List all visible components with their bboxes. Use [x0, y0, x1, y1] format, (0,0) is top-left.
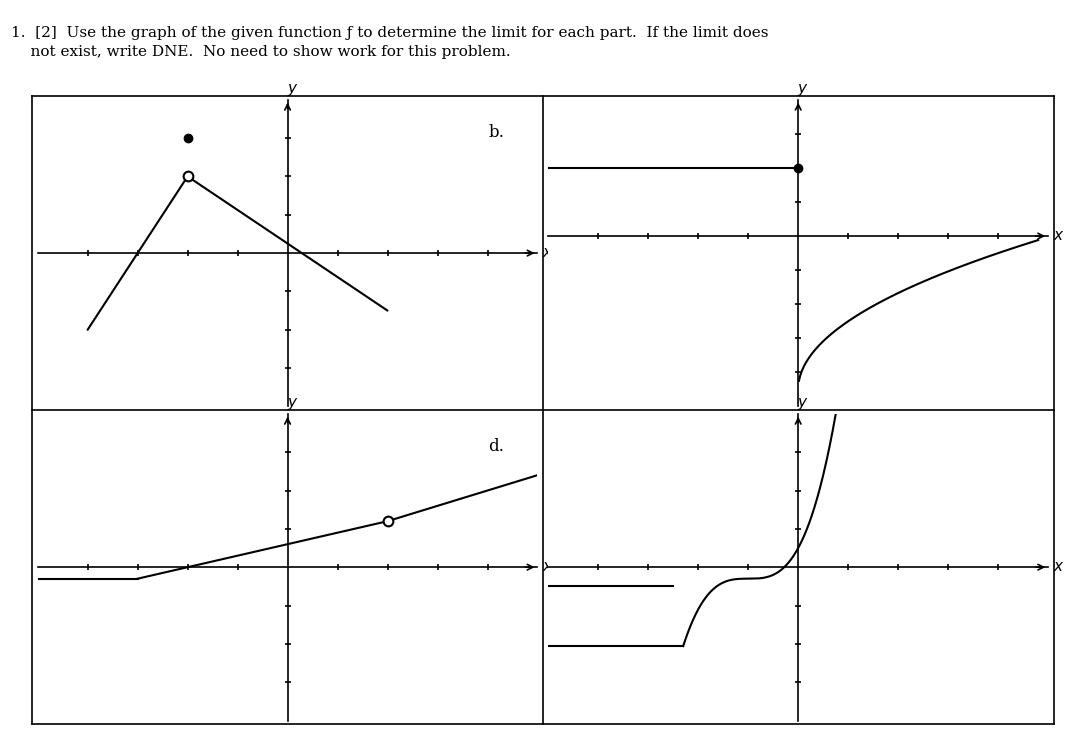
Text: b.: b. [488, 124, 504, 141]
Text: $y$: $y$ [287, 82, 299, 98]
Text: $x$: $x$ [1054, 229, 1064, 243]
Text: $\lim_{x \to -2}$$\,f(x) = $: $\lim_{x \to -2}$$\,f(x) = $ [62, 443, 135, 471]
Text: $y$: $y$ [287, 396, 299, 412]
Text: 1.  [2]  Use the graph of the given function ƒ to determine the limit for each p: 1. [2] Use the graph of the given functi… [11, 26, 769, 59]
Text: d.: d. [488, 438, 504, 455]
Text: $y$: $y$ [798, 82, 809, 98]
Text: $x$: $x$ [543, 246, 554, 260]
Text: $y$: $y$ [798, 396, 809, 412]
Text: $x$: $x$ [543, 560, 554, 574]
Text: $\lim_{x \to 0}$$\,f(x) = $: $\lim_{x \to 0}$$\,f(x) = $ [573, 443, 639, 471]
Text: $x$: $x$ [1054, 560, 1064, 574]
